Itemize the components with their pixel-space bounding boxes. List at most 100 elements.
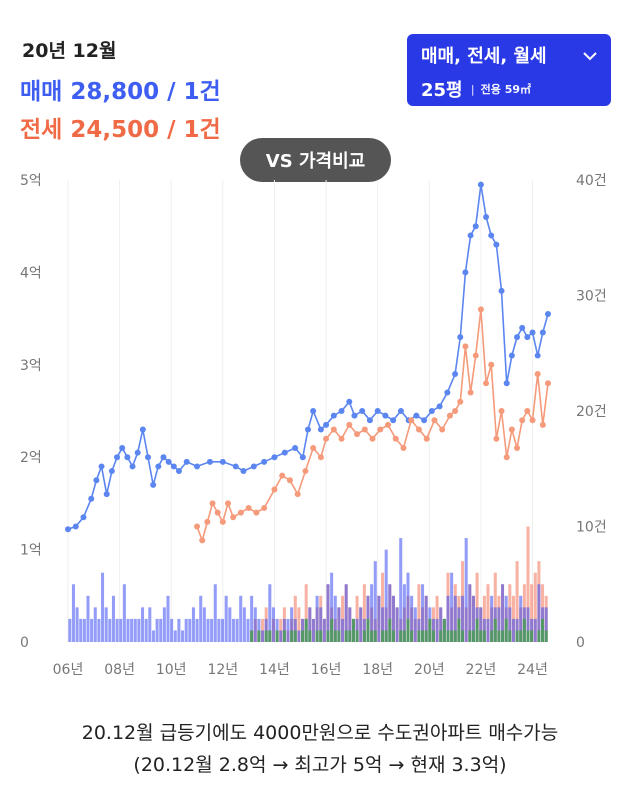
monthly-volume-bar	[308, 630, 312, 642]
monthly-volume-bar	[493, 618, 497, 642]
x-tick-label: 16년	[311, 662, 342, 678]
sale-price-point	[124, 454, 131, 461]
jeonse-price-point	[225, 500, 231, 507]
sale-volume-bar	[122, 584, 126, 642]
jeonse-price-point	[310, 444, 317, 451]
sale-price-point	[508, 352, 515, 359]
monthly-volume-bar	[370, 630, 374, 642]
sale-price-point	[457, 334, 464, 341]
sale-volume-bar	[370, 584, 374, 642]
sale-price-point	[165, 458, 172, 465]
sale-volume-bar	[479, 607, 483, 642]
sale-price-point	[250, 463, 257, 470]
sale-price-point	[305, 426, 311, 433]
monthly-volume-bar	[290, 630, 294, 642]
sale-price-point	[194, 463, 201, 470]
sale-volume-bar	[315, 595, 319, 642]
sale-volume-bar	[162, 607, 166, 642]
sale-volume-bar	[75, 607, 79, 642]
monthly-volume-bar	[431, 630, 435, 642]
sale-price-point	[170, 463, 177, 470]
y-left-tick-label: 3억	[20, 358, 42, 374]
sale-volume-bar	[217, 618, 221, 642]
y-left-tick-label: 5억	[20, 173, 42, 189]
sale-volume-bar	[115, 618, 119, 642]
sale-price-point	[539, 329, 546, 336]
monthly-volume-bar	[453, 630, 457, 642]
jeonse-price-point	[539, 421, 546, 428]
sale-price-point	[351, 412, 358, 419]
monthly-volume-bar	[355, 630, 359, 642]
sale-price-point	[493, 241, 500, 248]
sale-price-point	[299, 454, 306, 461]
jeonse-price-point	[261, 505, 268, 512]
jeonse-price-point	[338, 435, 345, 442]
sale-price-point	[114, 454, 121, 461]
sale-volume-bar	[468, 584, 472, 642]
monthly-volume-bar	[406, 618, 410, 642]
x-tick-label: 24년	[517, 662, 548, 678]
sale-price-point	[150, 481, 157, 488]
monthly-volume-bar	[351, 618, 355, 642]
sale-volume-bar	[308, 607, 312, 642]
jeonse-volume-bar	[381, 572, 385, 642]
sale-volume-bar	[144, 618, 148, 642]
transaction-type-dropdown[interactable]: 매매, 전세, 월세 25평 | 전용 59㎡	[407, 34, 611, 106]
x-tick-label: 20년	[414, 662, 445, 678]
sale-price-point	[436, 403, 443, 410]
sale-volume-bar	[104, 607, 108, 642]
sale-price-point	[98, 463, 105, 470]
jeonse-price-point	[330, 426, 337, 433]
sale-price-point	[183, 458, 190, 465]
sale-price-point	[428, 408, 435, 414]
monthly-volume-bar	[461, 630, 465, 642]
sale-volume-bar	[235, 618, 239, 642]
sale-volume-bar	[399, 538, 403, 642]
monthly-volume-bar	[501, 630, 505, 642]
jeonse-price-point	[483, 380, 490, 387]
monthly-volume-bar	[479, 630, 483, 642]
sale-price-point	[261, 458, 268, 465]
jeonse-price-point	[462, 343, 469, 350]
jeonse-volume-bar	[362, 584, 366, 642]
y-right-tick-label: 10건	[576, 520, 607, 536]
jeonse-price-point	[369, 435, 376, 442]
sale-volume-bar	[279, 630, 283, 642]
sale-volume-bar	[228, 607, 232, 642]
sale-volume-bar	[497, 607, 501, 642]
sale-volume-bar	[297, 630, 301, 642]
y-left-tick-label: 0	[20, 635, 29, 651]
jeonse-price-point	[529, 417, 536, 424]
sale-volume-bar	[519, 595, 523, 642]
sale-price-point	[452, 371, 459, 378]
jeonse-price-point	[519, 417, 526, 424]
monthly-volume-bar	[519, 630, 523, 642]
jeonse-price-point	[346, 421, 353, 428]
sale-volume-bar	[137, 618, 141, 642]
sale-volume-bar	[108, 618, 112, 642]
sale-volume-bar	[177, 618, 181, 642]
sale-volume-bar	[391, 595, 395, 642]
monthly-volume-bar	[439, 630, 443, 642]
sale-price-point	[323, 421, 330, 428]
monthly-volume-bar	[508, 630, 512, 642]
sale-price-point	[545, 310, 551, 317]
jeonse-price-point	[439, 426, 446, 433]
sale-price-point	[529, 329, 536, 336]
jeonse-price-point	[457, 398, 464, 405]
sale-volume-bar	[508, 607, 512, 642]
period-label: 20년 12월	[22, 40, 117, 62]
x-tick-label: 14년	[259, 662, 290, 678]
sale-volume-bar	[148, 607, 152, 642]
transaction-type-label: 매매, 전세, 월세	[421, 46, 547, 67]
monthly-volume-bar	[544, 630, 548, 642]
sale-price-point	[206, 458, 213, 465]
sale-price-point	[421, 417, 428, 424]
sale-volume-bar	[348, 607, 352, 642]
sale-price-point	[240, 468, 247, 475]
sale-price-point	[232, 463, 239, 470]
vs-compare-button[interactable]: VS 가격비교	[240, 138, 391, 182]
sale-volume-bar	[71, 584, 75, 642]
sale-volume-bar	[544, 607, 548, 642]
jeonse-volume-bar	[486, 584, 490, 642]
